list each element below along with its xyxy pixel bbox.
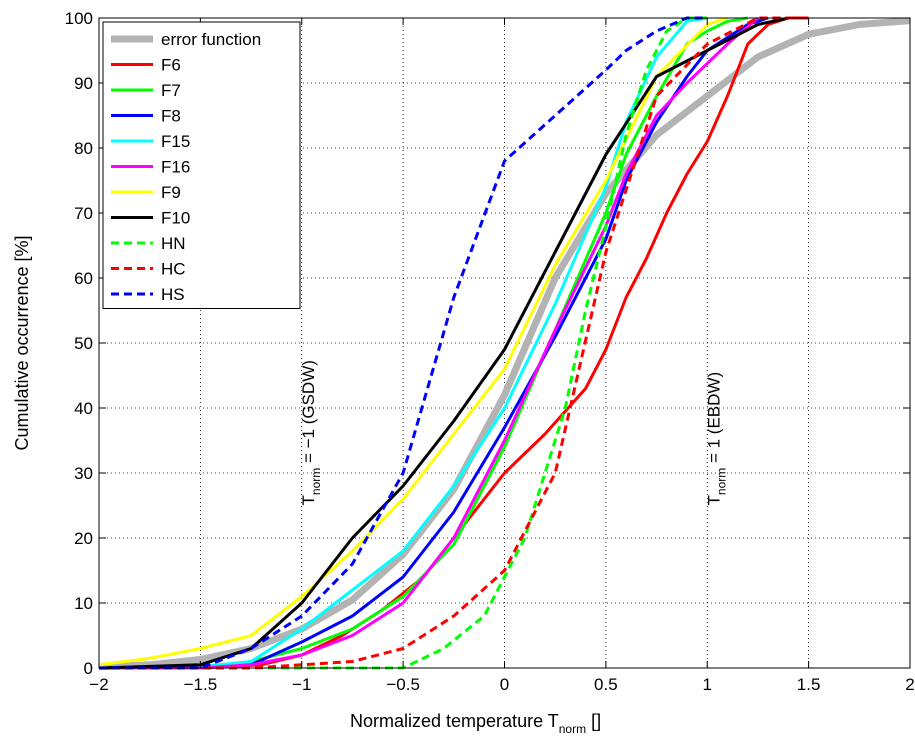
x-tick-label: −1.5 — [184, 675, 218, 694]
legend-label: F16 — [161, 158, 190, 177]
x-tick-label: −1 — [292, 675, 311, 694]
x-tick-label: 1.5 — [797, 675, 821, 694]
annotation-text: Tnorm = −1 (GSDW) — [299, 360, 323, 505]
x-tick-label: −0.5 — [386, 675, 420, 694]
y-tick-label: 50 — [74, 334, 93, 353]
x-tick-label: 1 — [703, 675, 712, 694]
legend-label: F9 — [161, 183, 181, 202]
series-line-f16 — [99, 16, 759, 670]
x-axis-label-sub: norm — [559, 722, 586, 736]
legend-label: F15 — [161, 132, 190, 151]
legend-box — [102, 21, 301, 309]
y-tick-label: 80 — [74, 139, 93, 158]
x-tick-label: 0 — [500, 675, 509, 694]
x-axis-label-main: Normalized temperature T — [350, 711, 559, 731]
y-tick-label: 20 — [74, 529, 93, 548]
y-axis-label: Cumulative occurrence [%] — [12, 235, 32, 450]
annotation-gsdw: Tnorm = −1 (GSDW) — [299, 360, 323, 505]
y-tick-label: 70 — [74, 204, 93, 223]
x-tick-label: 2 — [905, 675, 914, 694]
y-tick-label: 40 — [74, 399, 93, 418]
y-tick-label: 30 — [74, 464, 93, 483]
annotations: Tnorm = −1 (GSDW) Tnorm = 1 (EBDW) — [299, 360, 729, 505]
legend-label: HS — [161, 285, 185, 304]
x-tick-label: 0.5 — [594, 675, 618, 694]
annotation-ebdw: Tnorm = 1 (EBDW) — [704, 372, 728, 506]
legend-label: F6 — [161, 56, 181, 75]
x-axis-label-unit: [] — [586, 711, 601, 731]
annotation-text: Tnorm = 1 (EBDW) — [704, 372, 728, 506]
series-layer — [98, 16, 911, 671]
legend-label: HC — [161, 260, 186, 279]
legend: error function F6 F7 F8 F15 F16 F9 F10 HN HC HS — [102, 21, 301, 309]
series-line-f10 — [98, 16, 789, 670]
legend-label: F8 — [161, 107, 181, 126]
ticks: −2 −1.5 −1 −0.5 0 0.5 1 1.5 20102030405060708090… — [65, 9, 915, 694]
series-line-f9 — [98, 16, 728, 667]
y-tick-label: 10 — [74, 594, 93, 613]
legend-label: F10 — [161, 209, 190, 228]
x-axis-label: Normalized temperature Tnorm [] — [350, 711, 601, 736]
x-tick-label: −2 — [89, 675, 108, 694]
y-tick-label: 0 — [84, 659, 93, 678]
series-line-hc — [99, 16, 809, 670]
legend-label: F7 — [161, 81, 181, 100]
series-line-hn — [99, 16, 708, 670]
y-tick-label: 90 — [74, 74, 93, 93]
y-tick-label: 60 — [74, 269, 93, 288]
series-line-hs — [99, 16, 708, 670]
series-line-f15 — [98, 16, 708, 670]
series-line-error-function — [98, 17, 911, 671]
series-line-f6 — [99, 16, 809, 670]
legend-label: error function — [161, 30, 261, 49]
legend-label: HN — [161, 234, 186, 253]
y-tick-label: 100 — [65, 9, 93, 28]
